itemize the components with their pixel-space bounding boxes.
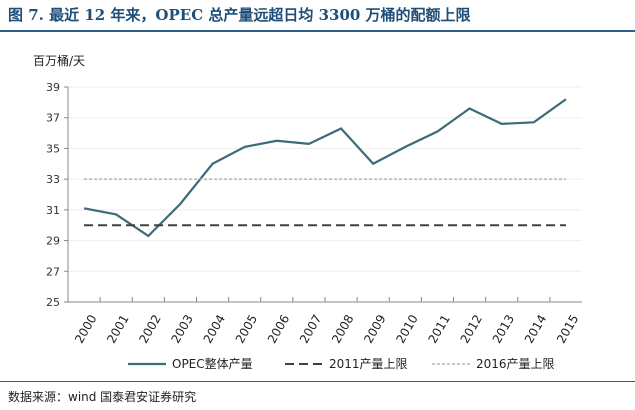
- y-tick-label: 37: [46, 112, 60, 125]
- x-tick-label: 2006: [265, 312, 292, 345]
- series-line-0: [83, 98, 567, 238]
- x-tick-label: 2015: [554, 312, 581, 345]
- x-tick-label: 2010: [393, 312, 420, 345]
- y-tick-label: 27: [46, 265, 60, 278]
- x-tick-label: 2009: [361, 312, 388, 345]
- y-tick-label: 25: [46, 296, 60, 309]
- x-tick-label: 2012: [458, 312, 485, 345]
- x-tick-label: 2005: [233, 312, 260, 345]
- y-tick-label: 31: [46, 204, 60, 217]
- source-note: 数据来源：wind 国泰君安证券研究: [8, 390, 197, 404]
- legend-label: 2011产量上限: [329, 357, 408, 371]
- legend-label: OPEC整体产量: [172, 356, 253, 371]
- y-tick-label: 33: [46, 173, 60, 186]
- y-tick-label: 29: [46, 235, 60, 248]
- x-tick-label: 2003: [168, 312, 195, 345]
- y-axis-label: 百万桶/天: [33, 53, 85, 68]
- x-tick-label: 2013: [490, 312, 517, 345]
- title-rule: [0, 30, 635, 32]
- x-tick-label: 2014: [522, 312, 549, 345]
- legend-label: 2016产量上限: [476, 357, 555, 371]
- x-tick-label: 2007: [297, 312, 324, 345]
- x-tick-label: 2002: [136, 312, 163, 345]
- x-tick-label: 2004: [201, 312, 228, 345]
- x-tick-label: 2008: [329, 312, 356, 345]
- x-tick-label: 2011: [425, 312, 452, 345]
- figure-title: 图 7. 最近 12 年来，OPEC 总产量远超日均 3300 万桶的配额上限: [8, 6, 471, 24]
- y-tick-label: 35: [46, 142, 60, 155]
- footer-rule: [0, 381, 635, 382]
- x-tick-label: 2000: [72, 312, 99, 345]
- y-tick-label: 39: [46, 81, 60, 94]
- x-tick-label: 2001: [104, 312, 131, 345]
